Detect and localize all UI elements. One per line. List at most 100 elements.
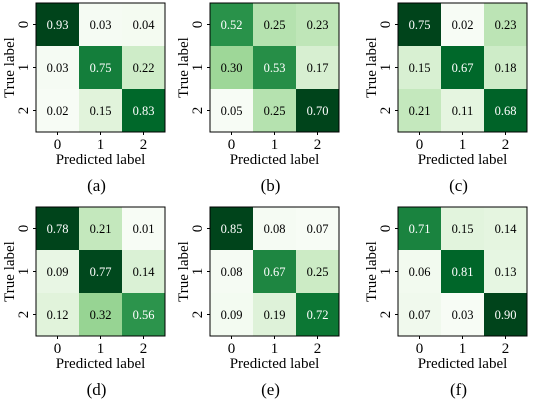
matrix-cell xyxy=(210,89,254,133)
y-tick-label: 0 xyxy=(190,21,206,29)
matrix-cell xyxy=(484,293,528,337)
matrix-cell xyxy=(398,250,442,294)
x-tick-label: 1 xyxy=(459,341,467,357)
matrix-cell xyxy=(441,46,485,90)
cell-value-label: 0.15 xyxy=(90,104,112,118)
cell-value-label: 0.67 xyxy=(264,265,286,279)
y-axis-label: True label xyxy=(364,241,380,302)
y-tick-label: 2 xyxy=(378,311,394,319)
cell-value-label: 0.05 xyxy=(221,104,243,118)
cell-value-label: 0.02 xyxy=(47,104,69,118)
y-axis-label: True label xyxy=(2,37,18,98)
matrix-cell xyxy=(296,207,340,251)
cell-value-label: 0.09 xyxy=(47,265,69,279)
cell-value-label: 0.78 xyxy=(47,222,69,236)
matrix-cell xyxy=(210,250,254,294)
panel-label: (a) xyxy=(87,176,106,195)
matrix-cell xyxy=(484,89,528,133)
x-tick-label: 0 xyxy=(416,137,424,153)
cell-value-label: 0.53 xyxy=(264,61,286,75)
matrix-cell xyxy=(122,3,166,47)
x-tick-label: 0 xyxy=(54,137,62,153)
matrix-cell xyxy=(36,250,80,294)
matrix-cell xyxy=(122,250,166,294)
x-tick-label: 2 xyxy=(314,137,322,153)
matrix-cell xyxy=(296,89,340,133)
cell-value-label: 0.12 xyxy=(47,308,69,322)
matrix-cell xyxy=(398,46,442,90)
cell-value-label: 0.85 xyxy=(221,222,243,236)
cell-value-label: 0.01 xyxy=(133,222,155,236)
y-tick-label: 1 xyxy=(190,64,206,72)
x-axis-label: Predicted label xyxy=(56,152,146,168)
panel-label: (b) xyxy=(261,176,281,195)
y-tick-label: 0 xyxy=(16,21,32,29)
panel-label: (e) xyxy=(261,380,280,399)
matrix-cell xyxy=(36,293,80,337)
x-axis-label: Predicted label xyxy=(56,356,146,372)
cell-value-label: 0.90 xyxy=(495,308,517,322)
y-tick-label: 0 xyxy=(190,225,206,233)
x-tick-label: 2 xyxy=(140,341,148,357)
matrix-cell xyxy=(253,293,297,337)
cell-value-label: 0.23 xyxy=(307,18,329,32)
cell-value-label: 0.07 xyxy=(409,308,431,322)
cell-value-label: 0.19 xyxy=(264,308,286,322)
y-tick-label: 2 xyxy=(16,311,32,319)
matrix-cell xyxy=(441,89,485,133)
x-tick-label: 2 xyxy=(140,137,148,153)
x-tick-label: 1 xyxy=(97,137,105,153)
confusion-matrix-panel: 0.85 0.08 0.07 0.08 0.67 0.25 0.09 0.19 0.72 0 1 2 0… xyxy=(176,206,340,399)
y-tick-label: 0 xyxy=(16,225,32,233)
x-axis-label: Predicted label xyxy=(230,356,320,372)
x-axis-label: Predicted label xyxy=(418,152,508,168)
matrix-cell xyxy=(484,250,528,294)
matrix-cell xyxy=(36,89,80,133)
cell-value-label: 0.25 xyxy=(264,18,286,32)
cell-value-label: 0.17 xyxy=(307,61,329,75)
cell-value-label: 0.72 xyxy=(307,308,329,322)
y-tick-label: 1 xyxy=(378,268,394,276)
y-tick-label: 1 xyxy=(190,268,206,276)
cell-value-label: 0.70 xyxy=(307,104,329,118)
confusion-matrix-panel: 0.71 0.15 0.14 0.06 0.81 0.13 0.07 0.03 0.90 0 1 2 0… xyxy=(364,206,528,399)
cell-value-label: 0.71 xyxy=(409,222,431,236)
matrix-cell xyxy=(296,250,340,294)
cell-value-label: 0.56 xyxy=(133,308,155,322)
x-tick-label: 0 xyxy=(416,341,424,357)
cell-value-label: 0.06 xyxy=(409,265,431,279)
matrix-cell xyxy=(253,207,297,251)
matrix-cell xyxy=(122,207,166,251)
cell-value-label: 0.03 xyxy=(90,18,112,32)
y-tick-label: 1 xyxy=(16,64,32,72)
cell-value-label: 0.11 xyxy=(452,104,473,118)
x-tick-label: 1 xyxy=(97,341,105,357)
x-tick-label: 0 xyxy=(54,341,62,357)
cell-value-label: 0.18 xyxy=(495,61,517,75)
matrix-cell xyxy=(36,46,80,90)
matrix-cell xyxy=(210,207,254,251)
matrix-cell xyxy=(398,207,442,251)
x-tick-label: 2 xyxy=(502,341,510,357)
cell-value-label: 0.02 xyxy=(452,18,474,32)
matrix-cell xyxy=(253,250,297,294)
matrix-cell xyxy=(79,250,123,294)
y-tick-label: 1 xyxy=(16,268,32,276)
y-axis-label: True label xyxy=(176,241,192,302)
cell-value-label: 0.03 xyxy=(47,61,69,75)
matrix-cell xyxy=(253,3,297,47)
matrix-cell xyxy=(210,3,254,47)
cell-value-label: 0.67 xyxy=(452,61,474,75)
cell-value-label: 0.14 xyxy=(495,222,518,236)
matrix-cell xyxy=(398,293,442,337)
cell-value-label: 0.75 xyxy=(409,18,431,32)
x-tick-label: 2 xyxy=(502,137,510,153)
cell-value-label: 0.22 xyxy=(133,61,155,75)
y-axis-label: True label xyxy=(2,241,18,302)
matrix-cell xyxy=(441,3,485,47)
y-axis-label: True label xyxy=(364,37,380,98)
matrix-cell xyxy=(484,207,528,251)
cell-value-label: 0.77 xyxy=(90,265,112,279)
cell-value-label: 0.81 xyxy=(452,265,474,279)
cell-value-label: 0.13 xyxy=(495,265,517,279)
